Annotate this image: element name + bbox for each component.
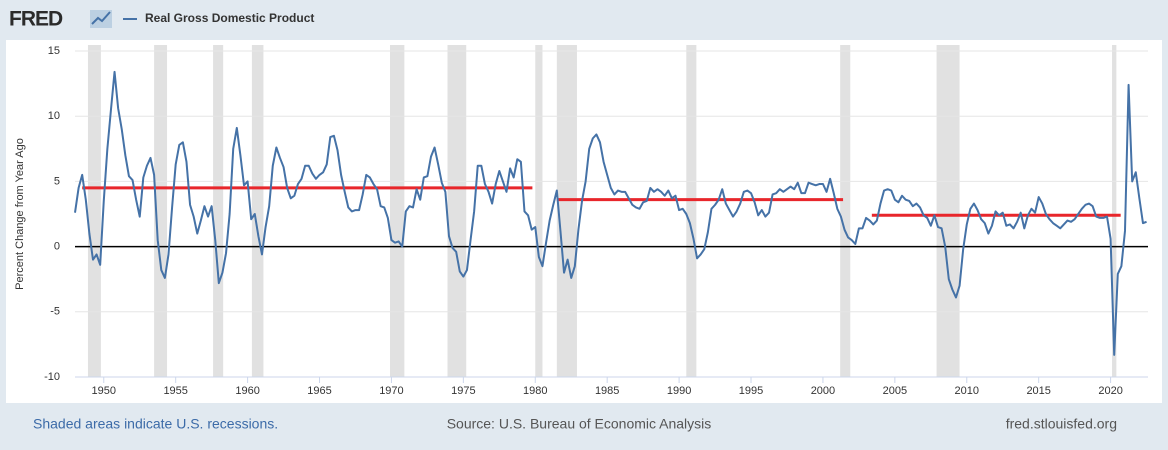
recession-band <box>154 45 168 377</box>
legend: Real Gross Domestic Product <box>123 11 314 25</box>
y-tick-label: 5 <box>54 175 60 187</box>
x-tick-label: 1955 <box>163 385 187 397</box>
logo[interactable]: FRED <box>9 8 64 31</box>
x-tick-label: 1980 <box>523 385 547 397</box>
footer-url[interactable]: fred.stlouisfed.org <box>1006 416 1117 432</box>
x-tick-label: 1990 <box>667 385 691 397</box>
y-tick-label: -10 <box>44 371 60 383</box>
x-tick-label: 1995 <box>739 385 763 397</box>
x-tick-label: 2005 <box>883 385 907 397</box>
footer-recession-note: Shaded areas indicate U.S. recessions. <box>33 416 278 432</box>
logo-icon <box>90 10 112 28</box>
x-tick-label: 2020 <box>1098 385 1122 397</box>
recession-band <box>447 45 467 377</box>
x-tick-label: 1950 <box>92 385 116 397</box>
x-tick-label: 2000 <box>811 385 835 397</box>
y-tick-label: 15 <box>48 45 60 57</box>
y-tick-label: 0 <box>54 241 60 253</box>
recession-band <box>1112 45 1117 377</box>
recession-band <box>556 45 577 377</box>
x-tick-label: 2015 <box>1026 385 1050 397</box>
recession-band <box>535 45 543 377</box>
x-tick-label: 1985 <box>595 385 619 397</box>
recession-band <box>936 45 960 377</box>
y-axis-label: Percent Change from Year Ago <box>14 138 26 290</box>
x-tick-label: 1965 <box>307 385 331 397</box>
x-tick-label: 2010 <box>955 385 979 397</box>
y-tick-label: -5 <box>50 306 60 318</box>
recession-band <box>87 45 101 377</box>
y-tick-label: 10 <box>48 110 60 122</box>
chart-panel <box>6 40 1162 403</box>
recession-band <box>840 45 851 377</box>
x-tick-label: 1975 <box>451 385 475 397</box>
series-line <box>74 70 1147 356</box>
legend-label: Real Gross Domestic Product <box>145 11 314 25</box>
recession-band <box>389 45 405 377</box>
footer-source: Source: U.S. Bureau of Economic Analysis <box>447 416 712 432</box>
x-tick-label: 1960 <box>235 385 259 397</box>
x-tick-label: 1970 <box>379 385 403 397</box>
recession-band <box>251 45 264 377</box>
recession-band <box>213 45 224 377</box>
recession-band <box>686 45 697 377</box>
